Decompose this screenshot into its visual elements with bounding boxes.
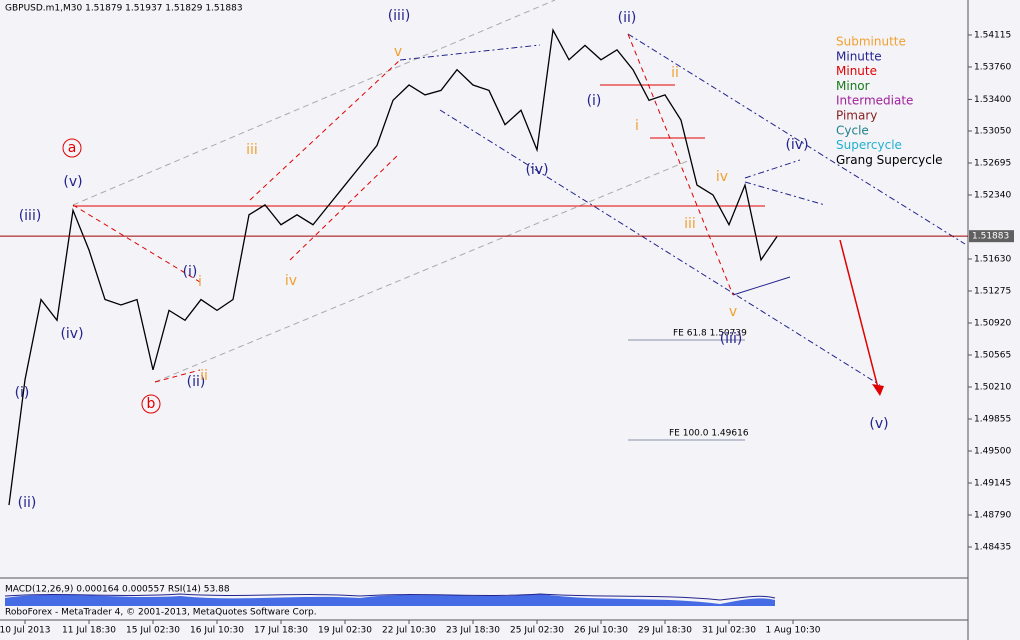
y-tick-label: 1.49500 bbox=[974, 446, 1011, 456]
wave-label: (i) bbox=[587, 93, 602, 109]
y-tick-label: 1.50920 bbox=[974, 318, 1011, 328]
x-tick-label: 16 Jul 10:30 bbox=[190, 626, 244, 636]
wave-label: (i) bbox=[15, 385, 30, 401]
wave-label: (v) bbox=[869, 416, 888, 432]
y-tick-label: 1.49855 bbox=[974, 414, 1011, 424]
wave-label: iv bbox=[285, 273, 297, 289]
legend-entry: Grang Supercycle bbox=[836, 153, 943, 167]
x-tick-label: 11 Jul 18:30 bbox=[62, 626, 116, 636]
y-tick-label: 1.53050 bbox=[974, 126, 1011, 136]
wave-label: iii bbox=[246, 142, 258, 158]
y-tick-label: 1.53400 bbox=[974, 95, 1011, 105]
legend-entry: Minor bbox=[836, 79, 870, 93]
y-tick-label: 1.48790 bbox=[974, 510, 1011, 520]
legend-entry: Subminutte bbox=[836, 35, 906, 49]
legend-entry: Supercycle bbox=[836, 138, 902, 152]
y-tick-label: 1.51630 bbox=[974, 254, 1011, 264]
legend-entry: Minute bbox=[836, 64, 877, 78]
x-tick-label: 26 Jul 10:30 bbox=[574, 626, 628, 636]
wave-label: (iii) bbox=[19, 208, 42, 224]
y-tick-label: 1.54115 bbox=[974, 30, 1011, 40]
legend-entry: Intermediate bbox=[836, 94, 913, 108]
y-tick-label: 1.53760 bbox=[974, 62, 1011, 72]
x-tick-label: 10 Jul 2013 bbox=[0, 626, 50, 636]
y-tick-label: 1.50210 bbox=[974, 382, 1011, 392]
x-tick-label: 31 Jul 02:30 bbox=[702, 626, 756, 636]
wave-label: (iii) bbox=[720, 331, 743, 347]
wave-label: a bbox=[68, 140, 77, 156]
wave-label: (ii) bbox=[187, 374, 206, 390]
wave-label: v bbox=[394, 44, 402, 60]
x-tick-label: 25 Jul 02:30 bbox=[510, 626, 564, 636]
x-tick-label: 15 Jul 02:30 bbox=[126, 626, 180, 636]
indicator-area bbox=[5, 594, 775, 606]
x-tick-label: 1 Aug 10:30 bbox=[766, 626, 821, 636]
indicator-line bbox=[4, 593, 776, 601]
last-price-box bbox=[969, 230, 1014, 243]
x-tick-label: 23 Jul 18:30 bbox=[446, 626, 500, 636]
x-tick-label: 29 Jul 18:30 bbox=[638, 626, 692, 636]
wave-label: i bbox=[635, 118, 639, 134]
chart-title: GBPUSD.m1,M30 1.51879 1.51937 1.51829 1.… bbox=[5, 4, 243, 14]
wave-label: i bbox=[198, 274, 202, 290]
indicator-label: MACD(12,26,9) 0.000164 0.000557 RSI(14) … bbox=[5, 585, 230, 595]
wave-label: ii bbox=[671, 65, 679, 81]
last-price-label: 1.51883 bbox=[972, 232, 1009, 242]
wave-circle bbox=[141, 394, 161, 414]
legend-entry: Cycle bbox=[836, 123, 869, 137]
wave-label: iii bbox=[684, 216, 696, 232]
x-tick-label: 22 Jul 10:30 bbox=[382, 626, 436, 636]
wave-label: (ii) bbox=[18, 495, 37, 511]
wave-label: iv bbox=[716, 169, 728, 185]
y-tick-label: 1.52695 bbox=[974, 158, 1011, 168]
wave-label: (ii) bbox=[618, 10, 637, 26]
wave-label: ii bbox=[200, 368, 208, 384]
legend-entry: Minutte bbox=[836, 49, 882, 63]
fib-label: FE 61.8 1.50739 bbox=[673, 329, 747, 339]
x-tick-label: 19 Jul 02:30 bbox=[318, 626, 372, 636]
trend-lines bbox=[72, 0, 966, 441]
wave-label: v bbox=[729, 304, 737, 320]
y-tick-label: 1.51275 bbox=[974, 286, 1011, 296]
fib-label: FE 100.0 1.49616 bbox=[669, 429, 749, 439]
x-tick-label: 17 Jul 18:30 bbox=[254, 626, 308, 636]
legend-entry: Pimary bbox=[836, 109, 877, 123]
wave-circle bbox=[62, 138, 82, 158]
wave-label: (iv) bbox=[525, 162, 548, 178]
price-line bbox=[8, 27, 778, 506]
y-tick-label: 1.49145 bbox=[974, 478, 1011, 488]
wave-label: (iv) bbox=[60, 326, 83, 342]
wave-label: (iii) bbox=[388, 8, 411, 24]
footer: RoboForex - MetaTrader 4, © 2001-2013, M… bbox=[5, 608, 317, 618]
wave-label: b bbox=[147, 396, 156, 412]
wave-label: (v) bbox=[63, 174, 82, 190]
y-tick-label: 1.52340 bbox=[974, 190, 1011, 200]
y-tick-label: 1.48435 bbox=[974, 542, 1011, 552]
wave-label: (iv) bbox=[785, 137, 808, 153]
wave-label: (i) bbox=[183, 264, 198, 280]
y-tick-label: 1.50565 bbox=[974, 350, 1011, 360]
